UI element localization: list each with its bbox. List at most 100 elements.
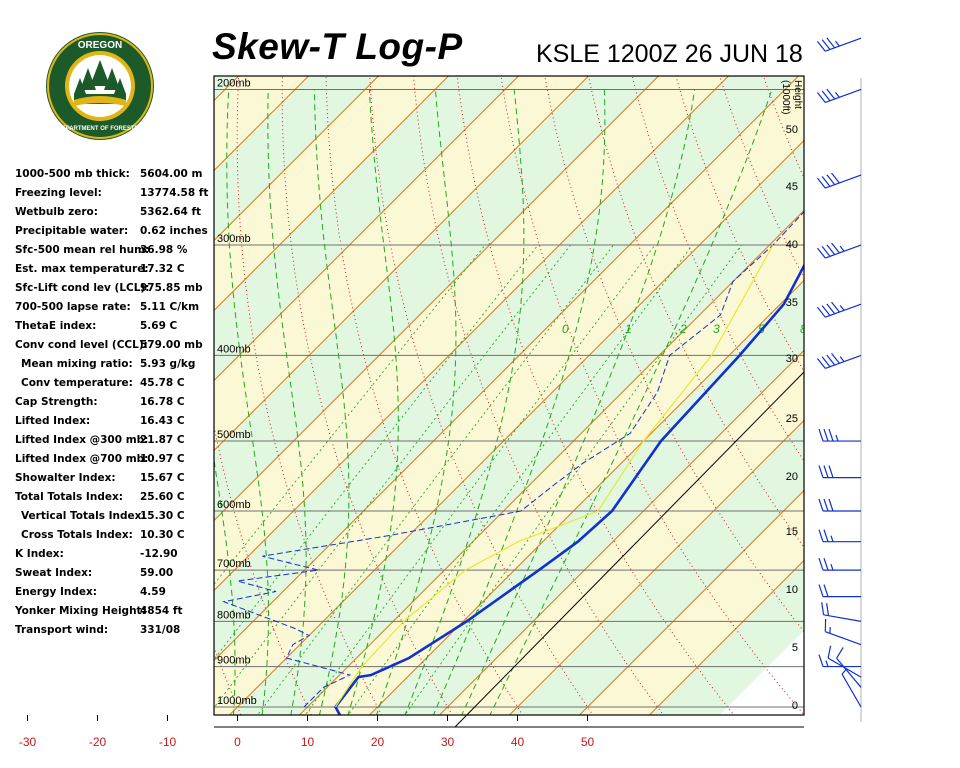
wind-barb <box>816 37 862 52</box>
wind-barb-flag <box>831 353 840 364</box>
wind-barb-flag <box>826 37 836 49</box>
index-value: 21.87 C <box>140 434 185 446</box>
index-label: K Index: <box>15 548 64 560</box>
temperature-band <box>214 76 804 715</box>
wind-barb-flag <box>818 557 824 571</box>
moist-adiabat <box>127 90 177 726</box>
wind-barb-flag <box>816 92 826 103</box>
wind-barb-flag <box>836 647 844 659</box>
wind-barb-flag <box>821 246 831 257</box>
wind-barb-staff <box>825 88 862 104</box>
wind-barb-half-flag <box>839 356 845 362</box>
index-label: Est. max temperature: <box>15 263 149 275</box>
mixing-ratio-line <box>214 244 571 709</box>
wind-barb-half-flag <box>830 535 834 542</box>
wind-barb <box>836 647 862 688</box>
wind-barb <box>818 428 861 442</box>
wind-barb <box>818 654 861 668</box>
wind-barb-staff <box>825 303 862 318</box>
isotherm <box>214 76 590 452</box>
chart-title: Skew-T Log-P <box>212 26 463 67</box>
dry-adiabat <box>92 0 174 726</box>
wind-barb-flag <box>818 529 824 542</box>
moist-adiabat <box>267 89 307 715</box>
isobar-label: 800mb <box>217 609 251 621</box>
index-label: Wetbulb zero: <box>15 206 98 218</box>
index-value: 10.30 C <box>140 529 185 541</box>
wind-barb-half-flag <box>834 40 840 47</box>
index-value: 5.93 g/kg <box>140 358 196 370</box>
index-value: 5.69 C <box>140 320 178 332</box>
index-value: 16.43 C <box>140 415 185 427</box>
index-value: 331/08 <box>140 624 181 636</box>
index-row: Sweat Index: 59.00 <box>15 567 215 586</box>
isobar-label: 200mb <box>217 77 251 89</box>
index-row: Lifted Index: 16.43 C <box>15 415 215 434</box>
mixing-ratio-label: 3 <box>713 322 720 336</box>
height-tick-label: 15 <box>786 526 798 538</box>
index-row: 700-500 lapse rate: 5.11 C/km <box>15 301 215 320</box>
moist-adiabat <box>404 89 525 715</box>
wind-barb-flag <box>821 305 831 316</box>
wind-barb <box>827 645 862 678</box>
dry-adiabat <box>40 0 126 726</box>
index-value: 25.60 C <box>140 491 185 503</box>
dry-adiabat <box>719 76 804 279</box>
isotherm <box>578 489 804 715</box>
height-tick-label: 10 <box>786 584 798 596</box>
isobar-label: 600mb <box>217 499 251 511</box>
index-value: 4854 ft <box>140 605 183 617</box>
wind-barb-flag <box>827 645 832 659</box>
wind-barb-flag <box>821 356 831 368</box>
mixing-ratio-line <box>404 244 742 715</box>
index-row: Lifted Index @700 mb: 10.97 C <box>15 453 215 472</box>
dry-adiabat <box>544 76 804 633</box>
index-row: Lifted Index @300 mb: 21.87 C <box>15 434 215 453</box>
index-value: 5604.00 m <box>140 168 203 180</box>
index-label: Cross Totals Index: <box>21 529 133 541</box>
wind-barb-flag <box>823 498 829 512</box>
wind-barb-staff <box>825 631 862 646</box>
wind-barb-flag <box>828 465 834 478</box>
wind-barb-flag <box>823 557 829 571</box>
logo-top-text: OREGON <box>78 40 122 51</box>
wind-barb-staff <box>827 657 862 678</box>
wind-barb-flag <box>818 654 824 667</box>
index-row: Sfc-Lift cond lev (LCL): 975.85 mb <box>15 282 215 301</box>
index-label: Vertical Totals Index: <box>21 510 146 522</box>
index-row: Energy Index: 4.59 <box>15 586 215 605</box>
index-value: 5362.64 ft <box>140 206 202 218</box>
isobar-label: 700mb <box>217 558 251 570</box>
index-value: 0.62 inches <box>140 225 208 237</box>
mixing-ratio-label: 0 <box>562 322 569 336</box>
wind-barb-flag <box>821 176 831 187</box>
index-label: Showalter Index: <box>15 472 116 484</box>
isotherm <box>438 349 804 715</box>
x-axis-tick-label: 10 <box>301 735 315 749</box>
index-value: 4.59 <box>140 586 166 598</box>
wind-barb-flag <box>816 306 826 318</box>
moist-adiabat <box>461 89 696 715</box>
wind-barb-staff <box>825 174 862 189</box>
isobar-label: 300mb <box>217 233 251 245</box>
index-row: Yonker Mixing Height: 4854 ft <box>15 605 215 624</box>
index-value: 15.30 C <box>140 510 185 522</box>
moist-adiabat <box>347 89 399 715</box>
wind-barb-half-flag <box>841 668 847 675</box>
index-label: Conv temperature: <box>21 377 133 389</box>
wind-barb-flag <box>823 584 829 597</box>
wind-barb-flag <box>831 242 840 254</box>
index-row: Vertical Totals Index: 15.30 C <box>15 510 215 529</box>
wind-barb-flag <box>826 354 836 366</box>
dry-adiabat <box>923 0 960 726</box>
isobar-label: 400mb <box>217 343 251 355</box>
wind-barb-flag <box>826 88 836 100</box>
index-label: 700-500 lapse rate: <box>15 301 131 313</box>
index-row: Mean mixing ratio: 5.93 g/kg <box>15 358 215 377</box>
index-value: 36.98 % <box>140 244 188 256</box>
wind-barb-staff <box>823 614 862 622</box>
index-label: Lifted Index: <box>15 415 91 427</box>
wind-barb-flag <box>828 498 834 512</box>
index-label: Lifted Index @300 mb: <box>15 434 149 446</box>
